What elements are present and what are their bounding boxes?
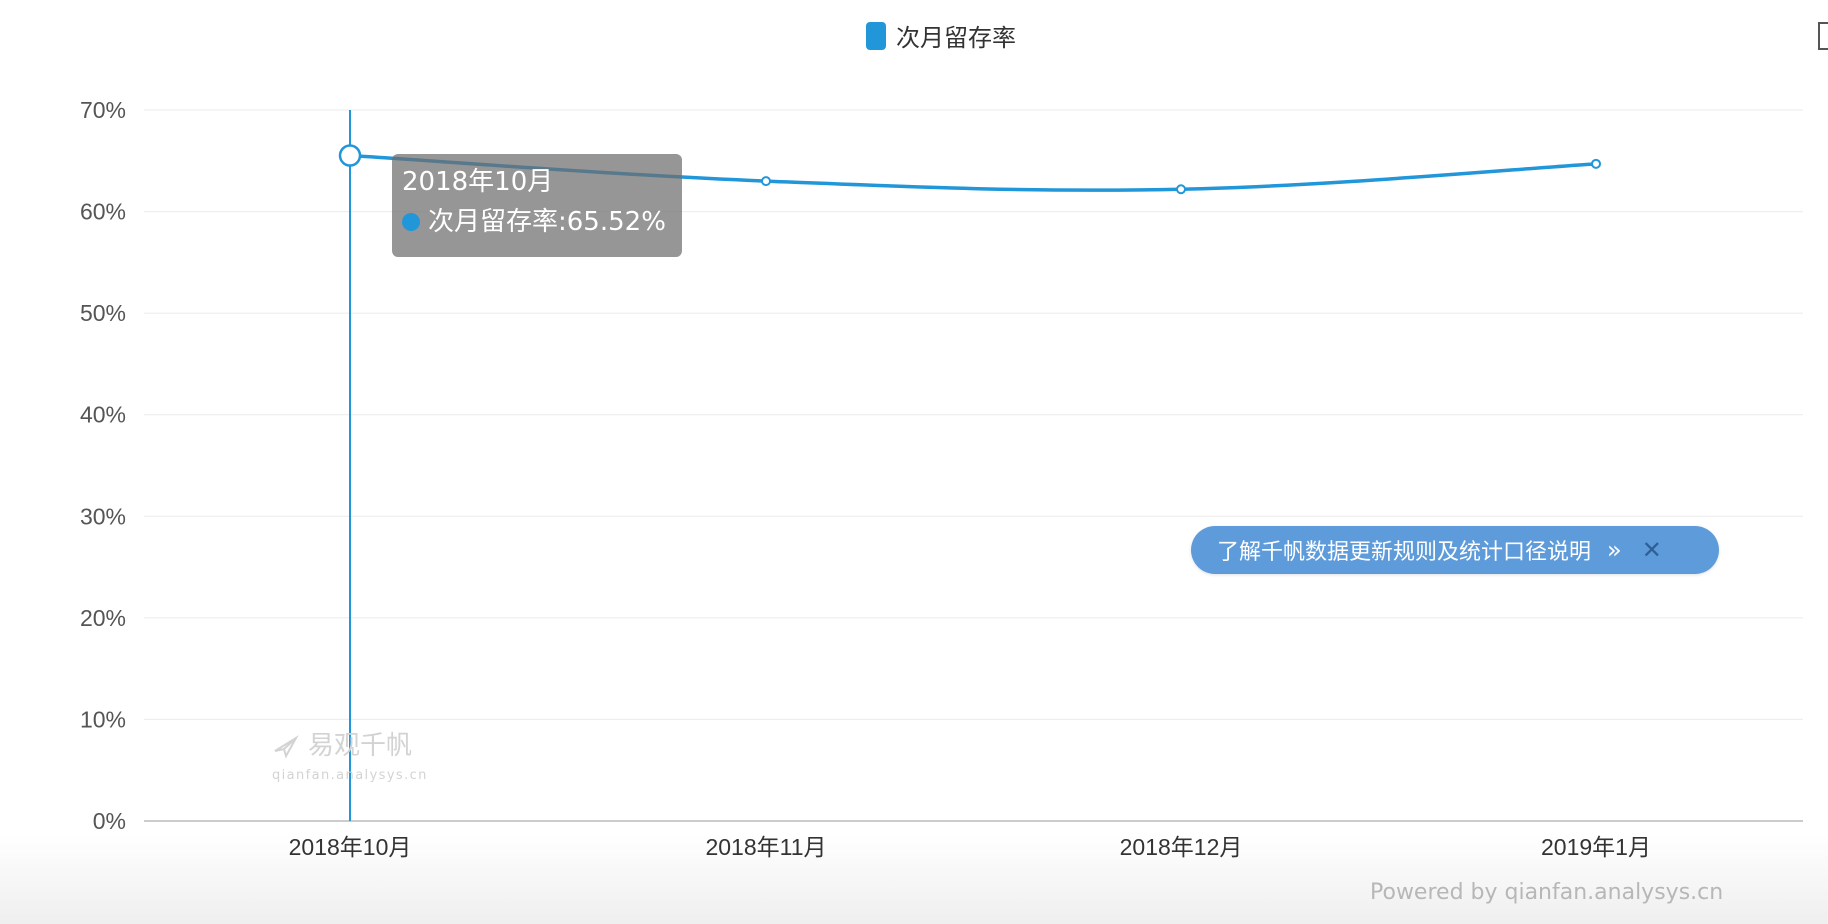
y-tick-label: 10% <box>80 706 126 732</box>
x-tick-label: 2018年11月 <box>705 834 826 860</box>
x-tick-label: 2018年12月 <box>1120 834 1243 860</box>
y-tick-label: 20% <box>80 605 126 631</box>
legend[interactable]: 次月留存率 <box>866 18 1016 53</box>
data-point <box>1176 184 1186 195</box>
x-tick-label: 2018年10月 <box>289 834 412 860</box>
data-point <box>1591 158 1601 169</box>
plane-logo-icon <box>274 735 299 759</box>
y-tick-label: 0% <box>93 808 126 834</box>
close-icon[interactable]: ✕ <box>1641 536 1662 564</box>
y-tick-label: 50% <box>80 300 126 326</box>
watermark-name: 易观千帆 <box>308 731 413 761</box>
double-chevron-right-icon[interactable]: » <box>1607 536 1622 564</box>
watermark-top: 易观千帆 <box>272 730 428 762</box>
legend-label: 次月留存率 <box>896 24 1016 52</box>
info-banner[interactable]: 了解千帆数据更新规则及统计口径说明 » ✕ <box>1191 526 1719 574</box>
data-point <box>761 176 771 187</box>
x-tick-label: 2019年1月 <box>1541 834 1651 860</box>
tooltip: 2018年10月 次月留存率:65.52% <box>392 154 682 257</box>
y-tick-label: 60% <box>80 199 126 225</box>
legend-swatch <box>866 21 886 50</box>
tooltip-title: 2018年10月 <box>402 167 554 197</box>
grid-lines <box>144 109 1803 720</box>
data-point <box>338 144 362 167</box>
axes: 0% 10% 20% 30% 40% 50% 60% 70% 2018年10月 2018年11月 2… <box>80 97 1803 860</box>
tooltip-series-dot <box>402 213 420 231</box>
tooltip-value: 次月留存率:65.52% <box>428 207 666 237</box>
y-tick-label: 70% <box>80 97 126 123</box>
powered-by-text: Powered by qianfan.analysys.cn <box>1370 880 1724 905</box>
corner-toggle[interactable] <box>1818 22 1828 50</box>
y-tick-label: 40% <box>80 402 126 428</box>
watermark: 易观千帆 qianfan.analysys.cn <box>272 730 428 783</box>
y-tick-label: 30% <box>80 503 126 529</box>
watermark-site: qianfan.analysys.cn <box>272 768 428 783</box>
banner-link-text[interactable]: 了解千帆数据更新规则及统计口径说明 <box>1217 540 1592 565</box>
tooltip-row: 次月留存率:65.52% <box>402 206 672 238</box>
